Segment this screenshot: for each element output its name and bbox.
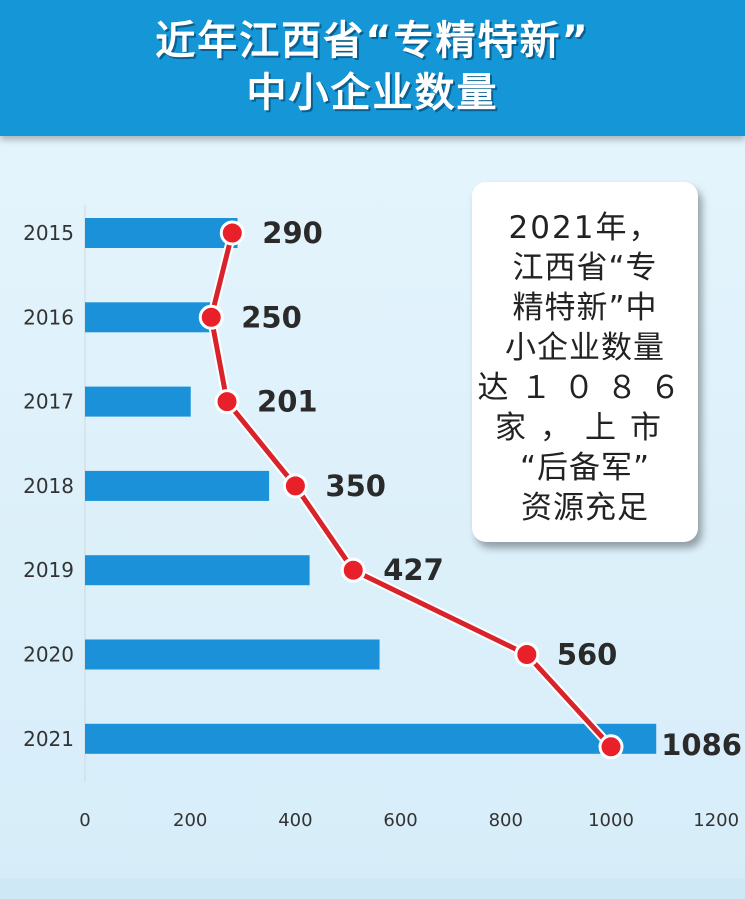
value-labels: 290 250 201 350 427 560 1086 [241, 216, 742, 762]
line-overlay [198, 220, 624, 760]
marker-2020 [514, 642, 540, 667]
callout-line: 家，上市 [495, 410, 675, 446]
bar-2017 [85, 386, 191, 417]
bar-2018 [85, 470, 270, 501]
bar-2020 [85, 639, 380, 670]
x-tick-label: 200 [173, 810, 207, 831]
y-tick-label: 2019 [23, 558, 74, 582]
bar-2021 [85, 723, 657, 754]
callout-line: 达１０８６ [477, 370, 693, 406]
x-tick-label: 800 [489, 810, 523, 831]
marker-2018 [282, 473, 308, 499]
callout-line: 小企业数量 [505, 330, 665, 366]
x-tick-label: 600 [383, 810, 417, 831]
callout-line: 精特新”中 [512, 290, 658, 326]
y-tick-label: 2016 [23, 305, 74, 329]
title-line-2: 中小企业数量 [246, 70, 499, 116]
y-tick-label: 2015 [23, 221, 74, 245]
data-label: 290 [262, 216, 323, 250]
marker-2016 [198, 304, 224, 330]
title-banner: 近年江西省“专精特新” 中小企业数量 [0, 0, 745, 136]
x-tick-label: 1200 [693, 810, 739, 831]
bar-2019 [85, 555, 310, 586]
data-label: 560 [557, 638, 618, 672]
callout-line: 江西省“专 [512, 250, 658, 286]
data-label: 1086 [661, 728, 742, 762]
bottom-band [0, 878, 745, 899]
data-label: 350 [325, 469, 386, 503]
bar-2016 [85, 302, 217, 333]
y-tick-label: 2017 [23, 390, 74, 414]
x-tick-label: 1000 [588, 810, 634, 831]
bars-group [85, 218, 657, 754]
y-tick-label: 2020 [23, 643, 74, 667]
callout-line: 2021年， [508, 210, 662, 246]
y-tick-label: 2021 [23, 727, 74, 751]
marker-2017 [214, 389, 240, 415]
callout-line: 资源充足 [521, 490, 649, 526]
marker-2021 [598, 734, 624, 760]
marker-2015 [219, 220, 245, 246]
x-tick-labels: 0 200 400 600 800 1000 1200 [79, 810, 739, 831]
data-label: 427 [383, 553, 444, 587]
y-tick-label: 2018 [23, 474, 74, 498]
marker-2019 [340, 557, 366, 583]
y-tick-labels: 2015 2016 2017 2018 2019 2020 2021 [23, 221, 74, 751]
title-line-1: 近年江西省“专精特新” [155, 18, 590, 64]
summary-callout: 2021年， 江西省“专 精特新”中 小企业数量 达１０８６ 家，上市 “后备军… [472, 182, 698, 542]
callout-line: “后备军” [519, 450, 651, 486]
x-tick-label: 400 [278, 810, 312, 831]
data-label: 250 [241, 300, 302, 334]
data-label: 201 [257, 385, 318, 419]
x-tick-label: 0 [79, 810, 90, 831]
bar-2015 [85, 218, 238, 248]
